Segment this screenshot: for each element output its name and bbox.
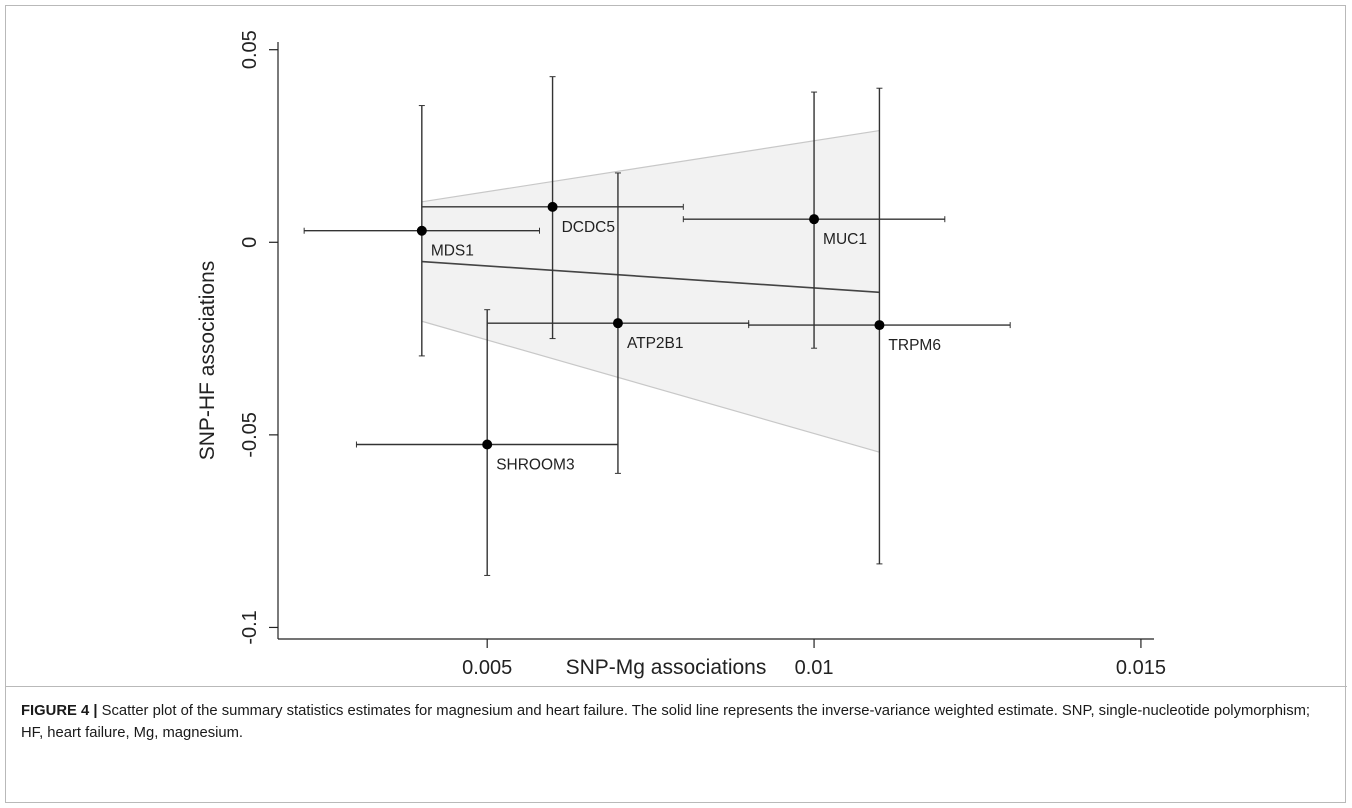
data-point (416, 225, 427, 236)
point-label: TRPM6 (888, 337, 941, 354)
x-tick-label: 0.01 (795, 657, 834, 679)
data-point (874, 320, 885, 331)
point-label: SHROOM3 (496, 456, 574, 473)
data-points (416, 201, 885, 450)
confidence-band-upper-edge (421, 129, 880, 203)
x-tick-label: 0.015 (1116, 657, 1166, 679)
data-point (547, 201, 558, 212)
confidence-band-lower-edge (421, 320, 880, 453)
x-axis-title: SNP-Mg associations (566, 656, 767, 679)
ivw-estimate-line (421, 260, 880, 294)
caption-text: Scatter plot of the summary statistics e… (21, 703, 1311, 741)
figure-frame: 0.005 0.01 0.015 0.05 0 -0.05 -0.1 SNP-Mg assoc… (5, 5, 1347, 804)
y-tick-label: -0.05 (239, 412, 261, 458)
confidence-band (421, 130, 880, 453)
point-label: MUC1 (823, 231, 867, 248)
figure-caption: FIGURE 4 | Scatter plot of the summary s… (6, 686, 1347, 804)
point-label: DCDC5 (562, 219, 615, 236)
point-label: ATP2B1 (627, 335, 684, 352)
data-point (809, 214, 820, 225)
scatter-plot: 0.005 0.01 0.015 0.05 0 -0.05 -0.1 SNP-Mg assoc… (196, 30, 1166, 679)
point-labels: MDS1 DCDC5 MUC1 ATP2B1 TRPM6 SHROOM3 (431, 219, 941, 474)
y-axis-title: SNP-HF associations (196, 261, 219, 461)
caption-lead: FIGURE 4 | (21, 703, 98, 719)
x-tick-label: 0.005 (462, 657, 512, 679)
y-tick-label: 0.05 (239, 30, 261, 69)
axes: 0.005 0.01 0.015 0.05 0 -0.05 -0.1 SNP-Mg assoc… (196, 30, 1166, 679)
data-point (612, 318, 623, 329)
confidence-band-layer (421, 129, 880, 453)
y-tick-label: 0 (239, 237, 261, 248)
data-point (482, 439, 493, 450)
y-tick-label: -0.1 (239, 610, 261, 644)
point-label: MDS1 (431, 243, 474, 260)
